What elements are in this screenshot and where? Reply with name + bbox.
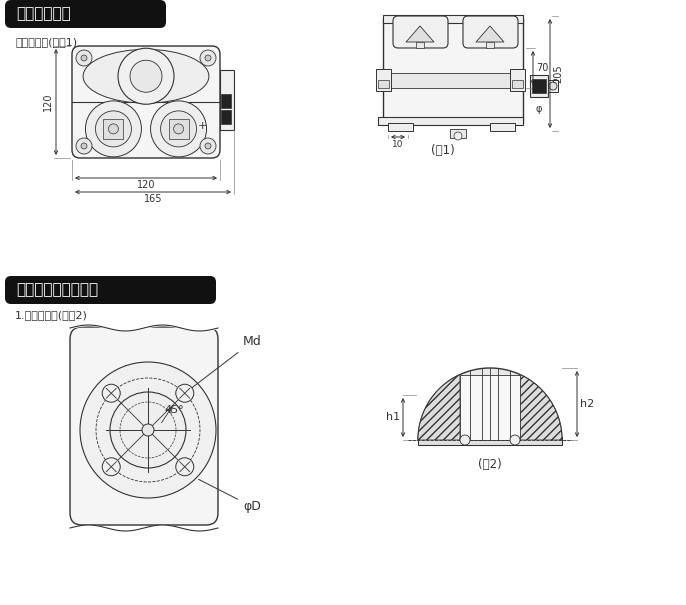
Text: +: + bbox=[198, 121, 206, 131]
Circle shape bbox=[95, 111, 132, 147]
Bar bbox=[383, 73, 523, 88]
Polygon shape bbox=[476, 26, 504, 42]
FancyBboxPatch shape bbox=[70, 327, 218, 525]
Circle shape bbox=[161, 111, 197, 147]
Circle shape bbox=[86, 101, 141, 157]
Text: 10: 10 bbox=[392, 140, 404, 149]
FancyBboxPatch shape bbox=[5, 276, 216, 304]
Circle shape bbox=[200, 50, 216, 66]
Bar bbox=[221, 94, 231, 108]
Text: 外形及尺寸(见图1): 外形及尺寸(见图1) bbox=[15, 37, 77, 47]
Circle shape bbox=[76, 138, 92, 154]
Text: 70: 70 bbox=[536, 63, 548, 73]
Circle shape bbox=[102, 384, 120, 402]
Bar bbox=[221, 110, 231, 124]
Polygon shape bbox=[418, 374, 460, 440]
Circle shape bbox=[142, 424, 154, 436]
Bar bbox=[383, 15, 523, 23]
Bar bbox=[378, 80, 389, 88]
Text: Md: Md bbox=[187, 335, 262, 391]
Bar bbox=[450, 129, 466, 138]
Circle shape bbox=[200, 138, 216, 154]
FancyBboxPatch shape bbox=[72, 46, 220, 158]
Circle shape bbox=[102, 458, 120, 476]
Circle shape bbox=[150, 101, 206, 157]
Bar bbox=[460, 374, 520, 440]
Circle shape bbox=[176, 458, 193, 476]
Text: 120: 120 bbox=[137, 180, 155, 190]
Text: h2: h2 bbox=[580, 399, 594, 409]
Circle shape bbox=[460, 435, 470, 445]
Circle shape bbox=[80, 362, 216, 498]
Circle shape bbox=[510, 435, 520, 445]
Bar bbox=[104, 119, 123, 139]
Circle shape bbox=[176, 384, 193, 402]
Bar bbox=[378, 117, 523, 125]
Circle shape bbox=[108, 124, 119, 134]
Text: 205: 205 bbox=[553, 64, 563, 83]
Polygon shape bbox=[520, 374, 562, 440]
Text: (图2): (图2) bbox=[478, 459, 502, 471]
Bar bbox=[383, 18, 523, 123]
Circle shape bbox=[205, 55, 211, 61]
Bar bbox=[510, 69, 525, 91]
Circle shape bbox=[81, 143, 87, 149]
Text: 六、与阀门连接尺寸: 六、与阀门连接尺寸 bbox=[16, 283, 98, 298]
Bar bbox=[376, 69, 391, 91]
Circle shape bbox=[174, 124, 184, 134]
Polygon shape bbox=[406, 26, 434, 42]
Text: (图1): (图1) bbox=[431, 145, 455, 157]
FancyBboxPatch shape bbox=[393, 16, 448, 48]
Circle shape bbox=[76, 50, 92, 66]
Ellipse shape bbox=[83, 50, 209, 103]
Bar bbox=[532, 79, 546, 93]
Bar bbox=[512, 80, 523, 88]
Text: φ: φ bbox=[536, 104, 543, 114]
Bar bbox=[548, 80, 558, 92]
FancyBboxPatch shape bbox=[463, 16, 518, 48]
Bar bbox=[169, 119, 189, 139]
Bar bbox=[486, 42, 494, 48]
Circle shape bbox=[81, 55, 87, 61]
Text: 45°: 45° bbox=[164, 405, 184, 415]
Bar bbox=[220, 70, 234, 130]
Text: φD: φD bbox=[198, 479, 261, 513]
Circle shape bbox=[454, 132, 462, 140]
Text: 五、外形尺寸: 五、外形尺寸 bbox=[16, 7, 71, 22]
Polygon shape bbox=[418, 368, 562, 440]
FancyBboxPatch shape bbox=[5, 0, 166, 28]
Text: 165: 165 bbox=[144, 194, 163, 204]
Bar bbox=[490, 123, 515, 131]
Circle shape bbox=[130, 60, 162, 92]
Circle shape bbox=[110, 392, 186, 468]
Bar bbox=[388, 123, 413, 131]
Circle shape bbox=[205, 143, 211, 149]
Text: 1.连接尺寸图(见图2): 1.连接尺寸图(见图2) bbox=[15, 310, 88, 320]
Bar bbox=[418, 437, 562, 445]
Text: h1: h1 bbox=[386, 413, 400, 422]
Bar bbox=[530, 75, 548, 97]
Bar bbox=[416, 42, 424, 48]
Circle shape bbox=[118, 48, 174, 104]
Circle shape bbox=[549, 82, 557, 90]
Text: 120: 120 bbox=[43, 93, 53, 111]
